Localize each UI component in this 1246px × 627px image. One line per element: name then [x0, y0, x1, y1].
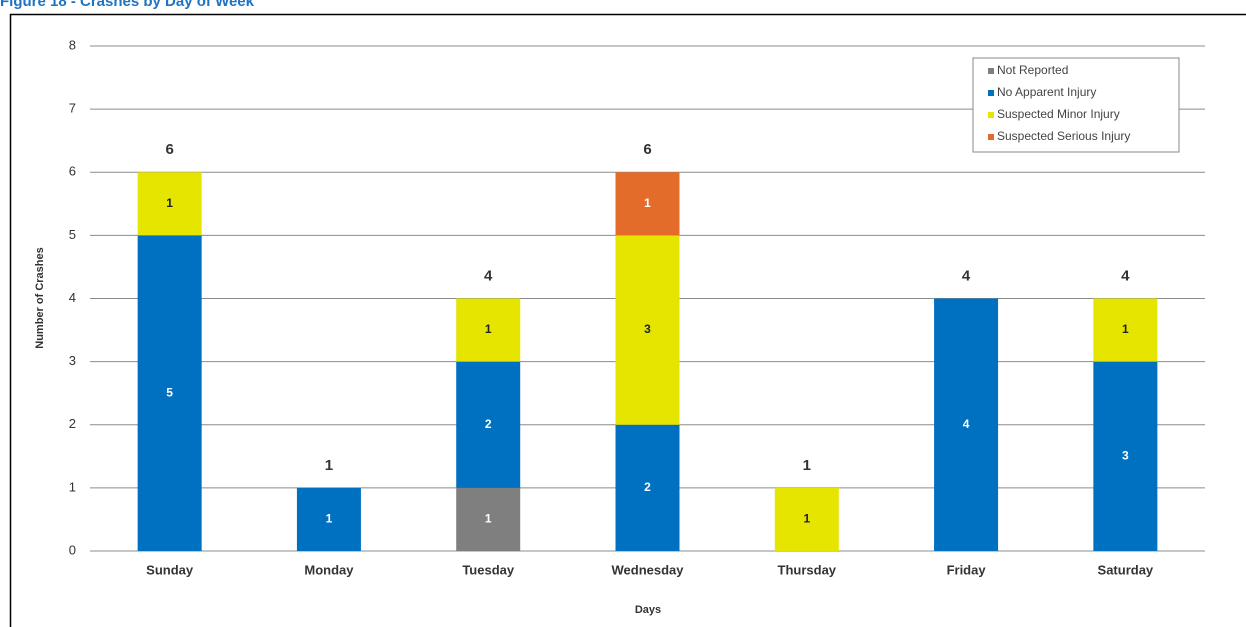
bar-segment	[456, 298, 521, 362]
y-tick-label: 5	[69, 227, 76, 242]
bar-segment	[1093, 361, 1158, 551]
legend-label: Not Reported	[997, 63, 1068, 77]
data-label: 1	[644, 196, 651, 210]
bar-segment	[615, 424, 680, 551]
x-tick-label: Wednesday	[611, 562, 684, 577]
total-label: 4	[484, 267, 493, 284]
total-label: 4	[962, 267, 971, 284]
legend-swatch	[988, 134, 994, 140]
y-tick-label: 7	[69, 101, 76, 116]
x-tick-label: Saturday	[1098, 562, 1154, 577]
total-label: 6	[643, 141, 651, 158]
bar-segment	[137, 235, 202, 551]
data-label: 1	[485, 322, 492, 336]
data-label: 5	[166, 385, 173, 399]
chart-title: Figure 18 - Crashes by Day of Week	[0, 0, 255, 10]
bar-segment	[934, 298, 999, 551]
y-tick-label: 3	[69, 353, 76, 368]
y-tick-label: 0	[69, 542, 76, 557]
x-axis-label: Days	[635, 604, 661, 616]
bar-segment	[137, 172, 202, 236]
bar-segment	[296, 487, 361, 551]
data-label: 3	[1122, 448, 1129, 462]
legend-swatch	[988, 68, 994, 74]
y-tick-label: 4	[69, 290, 76, 305]
data-label: 4	[963, 417, 970, 431]
y-tick-label: 2	[69, 416, 76, 431]
bar-segment	[456, 361, 521, 488]
data-label: 1	[1122, 322, 1129, 336]
x-tick-label: Monday	[304, 562, 354, 577]
legend-label: Suspected Serious Injury	[997, 129, 1130, 143]
data-label: 1	[803, 512, 810, 526]
legend-label: Suspected Minor Injury	[997, 107, 1120, 121]
y-tick-label: 1	[69, 479, 76, 494]
y-axis-label: Number of Crashes	[34, 247, 46, 348]
legend-label: No Apparent Injury	[997, 85, 1096, 99]
data-label: 1	[326, 512, 333, 526]
total-label: 4	[1121, 267, 1130, 284]
data-label: 3	[644, 322, 651, 336]
bar-segment	[1093, 298, 1158, 362]
data-label: 1	[485, 512, 492, 526]
legend-box	[972, 57, 1180, 153]
bar-segment	[615, 172, 680, 236]
chart-frame	[9, 13, 1246, 627]
x-tick-label: Thursday	[778, 562, 837, 577]
legend-swatch	[988, 90, 994, 96]
y-tick-label: 6	[69, 164, 76, 179]
data-label: 2	[644, 480, 651, 494]
bar-segment	[615, 235, 680, 425]
total-label: 6	[165, 141, 173, 158]
legend-swatch	[988, 112, 994, 118]
x-tick-label: Tuesday	[462, 562, 515, 577]
data-label: 2	[485, 417, 492, 431]
bar-segment	[774, 487, 839, 551]
total-label: 1	[803, 457, 811, 474]
y-tick-label: 8	[69, 37, 76, 52]
x-tick-label: Friday	[947, 562, 987, 577]
x-tick-label: Sunday	[146, 562, 194, 577]
data-label: 1	[166, 196, 173, 210]
bar-segment	[456, 487, 521, 551]
total-label: 1	[325, 457, 333, 474]
